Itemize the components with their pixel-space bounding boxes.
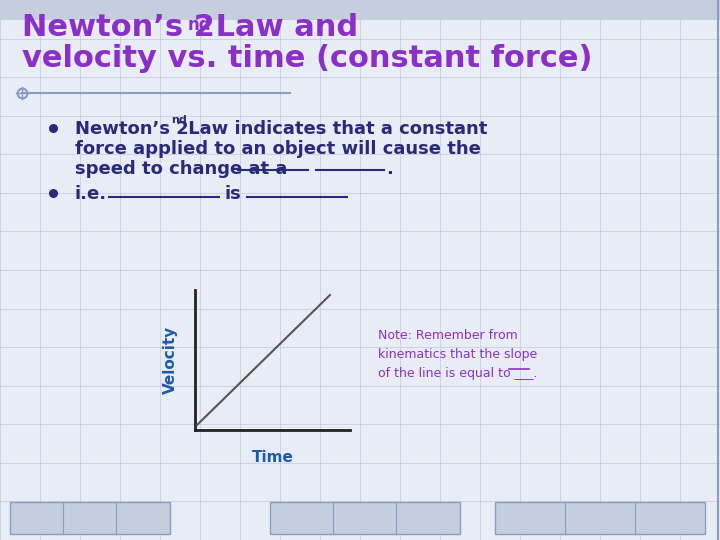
Bar — [495, 502, 705, 534]
Text: velocity vs. time (constant force): velocity vs. time (constant force) — [22, 44, 593, 73]
Text: Newton’s 2: Newton’s 2 — [22, 13, 215, 42]
Text: Note: Remember from
kinematics that the slope
of the line is equal to ___.: Note: Remember from kinematics that the … — [378, 329, 537, 380]
Bar — [0, 0, 720, 20]
Text: Time: Time — [251, 450, 294, 465]
Text: Law indicates that a constant: Law indicates that a constant — [182, 120, 487, 138]
Text: force applied to an object will cause the: force applied to an object will cause th… — [75, 140, 481, 158]
Text: Newton’s 2: Newton’s 2 — [75, 120, 189, 138]
Bar — [10, 502, 170, 534]
Text: Law and: Law and — [205, 13, 358, 42]
Text: i.e.: i.e. — [75, 185, 107, 203]
Bar — [270, 502, 460, 534]
Text: nd: nd — [171, 115, 186, 125]
Text: is: is — [225, 185, 242, 203]
Text: Velocity: Velocity — [163, 326, 178, 394]
Text: .: . — [386, 160, 393, 178]
Text: speed to change at a: speed to change at a — [75, 160, 287, 178]
Text: nd: nd — [188, 16, 212, 34]
